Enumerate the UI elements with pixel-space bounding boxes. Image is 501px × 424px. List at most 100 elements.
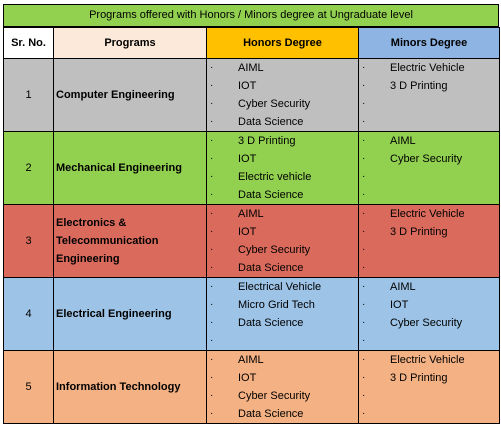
list-item: · AIML xyxy=(359,278,499,296)
header-row: Sr. No. Programs Honors Degree Minors De… xyxy=(3,27,500,59)
bullet-icon: · xyxy=(362,335,366,346)
list-item: · 3 D Printing xyxy=(359,77,499,95)
honors-item-text: Cyber Security xyxy=(238,390,311,402)
minors-item-text: Electric Vehicle xyxy=(390,354,465,366)
list-item: · xyxy=(359,113,499,131)
bullet-icon: · xyxy=(210,98,214,109)
honors-item-text: Electric vehicle xyxy=(238,171,312,183)
list-item: · IOT xyxy=(207,223,358,241)
bullet-icon: · xyxy=(210,281,214,292)
bullet-icon: · xyxy=(210,390,214,401)
bullet-icon: · xyxy=(362,372,366,383)
minors-degree-cell: · AIML · IOT · Cyber Security · xyxy=(358,277,500,351)
list-item: · AIML xyxy=(207,351,358,369)
header-honors-degree: Honors Degree xyxy=(206,27,359,59)
list-item: · xyxy=(359,332,499,350)
honors-item-text: Data Science xyxy=(238,317,304,329)
honors-item-text: Cyber Security xyxy=(238,98,311,110)
bullet-icon: · xyxy=(210,354,214,365)
bullet-icon: · xyxy=(362,208,366,219)
header-sr-no: Sr. No. xyxy=(3,27,54,59)
list-item: · IOT xyxy=(207,150,358,168)
table-body: 1 Computer Engineering · AIML · IOT · Cyber Sec… xyxy=(3,58,500,424)
minors-item-text: Cyber Security xyxy=(390,153,463,165)
list-item: · Data Science xyxy=(207,186,358,204)
minors-item-text: Electric Vehicle xyxy=(390,208,465,220)
list-item: · Cyber Security xyxy=(207,95,358,113)
honors-item-text: Micro Grid Tech xyxy=(238,299,315,311)
bullet-icon: · xyxy=(362,281,366,292)
list-item: · xyxy=(207,332,358,350)
honors-item-text: Data Science xyxy=(238,408,304,420)
list-item: · Electric Vehicle xyxy=(359,351,499,369)
list-item: · IOT xyxy=(207,369,358,387)
minors-item-text: IOT xyxy=(390,299,409,311)
minors-degree-cell: · Electric Vehicle · 3 D Printing · · xyxy=(358,350,500,424)
list-item: · xyxy=(359,241,499,259)
minors-item-text: 3 D Printing xyxy=(390,372,448,384)
minors-degree-cell: · AIML · Cyber Security · · xyxy=(358,131,500,205)
list-item: · Electric Vehicle xyxy=(359,59,499,77)
sr-no-cell: 3 xyxy=(3,204,54,278)
list-item: · Cyber Security xyxy=(359,314,499,332)
bullet-icon: · xyxy=(362,80,366,91)
minors-item-text: AIML xyxy=(390,281,416,293)
list-item: · IOT xyxy=(359,296,499,314)
list-item: · Cyber Security xyxy=(207,241,358,259)
honors-item-text: IOT xyxy=(238,80,257,92)
bullet-icon: · xyxy=(362,262,366,273)
sheet-title: Programs offered with Honors / Minors de… xyxy=(3,4,499,27)
honors-degree-cell: · AIML · IOT · Cyber Security · Data Science xyxy=(206,350,359,424)
honors-item-text: IOT xyxy=(238,153,257,165)
list-item: · xyxy=(359,168,499,186)
bullet-icon: · xyxy=(362,226,366,237)
list-item: · 3 D Printing xyxy=(207,132,358,150)
honors-item-text: Data Science xyxy=(238,116,304,128)
honors-item-text: Cyber Security xyxy=(238,244,311,256)
header-minors-degree: Minors Degree xyxy=(358,27,500,59)
bullet-icon: · xyxy=(210,80,214,91)
header-programs: Programs xyxy=(53,27,207,59)
sr-no-cell: 4 xyxy=(3,277,54,351)
table-row: 4 Electrical Engineering · Electrical Vehic… xyxy=(3,277,500,351)
honors-item-text: 3 D Printing xyxy=(238,135,296,147)
program-name-cell: Information Technology xyxy=(53,350,207,424)
list-item: · xyxy=(359,259,499,277)
bullet-icon: · xyxy=(362,62,366,73)
program-name-cell: Electrical Engineering xyxy=(53,277,207,351)
bullet-icon: · xyxy=(210,208,214,219)
bullet-icon: · xyxy=(362,354,366,365)
list-item: · Data Science xyxy=(207,113,358,131)
list-item: · xyxy=(359,186,499,204)
table-row: 5 Information Technology · AIML · IOT · Cyber S… xyxy=(3,350,500,424)
minors-degree-cell: · Electric Vehicle · 3 D Printing · · xyxy=(358,58,500,132)
programs-sheet: Programs offered with Honors / Minors de… xyxy=(3,4,500,424)
bullet-icon: · xyxy=(362,98,366,109)
bullet-icon: · xyxy=(210,135,214,146)
honors-degree-cell: · Electrical Vehicle · Micro Grid Tech · Data… xyxy=(206,277,359,351)
table-row: 3 Electronics & Telecommunication Enginee… xyxy=(3,204,500,278)
honors-item-text: Electrical Vehicle xyxy=(238,281,322,293)
bullet-icon: · xyxy=(210,299,214,310)
list-item: · Cyber Security xyxy=(359,150,499,168)
minors-item-text: 3 D Printing xyxy=(390,226,448,238)
honors-degree-cell: · AIML · IOT · Cyber Security · Data Science xyxy=(206,204,359,278)
honors-item-text: IOT xyxy=(238,372,257,384)
honors-item-text: Data Science xyxy=(238,262,304,274)
minors-degree-cell: · Electric Vehicle · 3 D Printing · · xyxy=(358,204,500,278)
list-item: · Cyber Security xyxy=(207,387,358,405)
list-item: · xyxy=(359,387,499,405)
minors-item-text: Cyber Security xyxy=(390,317,463,329)
bullet-icon: · xyxy=(362,244,366,255)
bullet-icon: · xyxy=(210,317,214,328)
list-item: · 3 D Printing xyxy=(359,223,499,241)
list-item: · AIML xyxy=(359,132,499,150)
bullet-icon: · xyxy=(362,116,366,127)
honors-item-text: AIML xyxy=(238,62,264,74)
minors-item-text: AIML xyxy=(390,135,416,147)
honors-item-text: IOT xyxy=(238,226,257,238)
list-item: · Electric vehicle xyxy=(207,168,358,186)
bullet-icon: · xyxy=(362,135,366,146)
list-item: · AIML xyxy=(207,205,358,223)
bullet-icon: · xyxy=(362,317,366,328)
